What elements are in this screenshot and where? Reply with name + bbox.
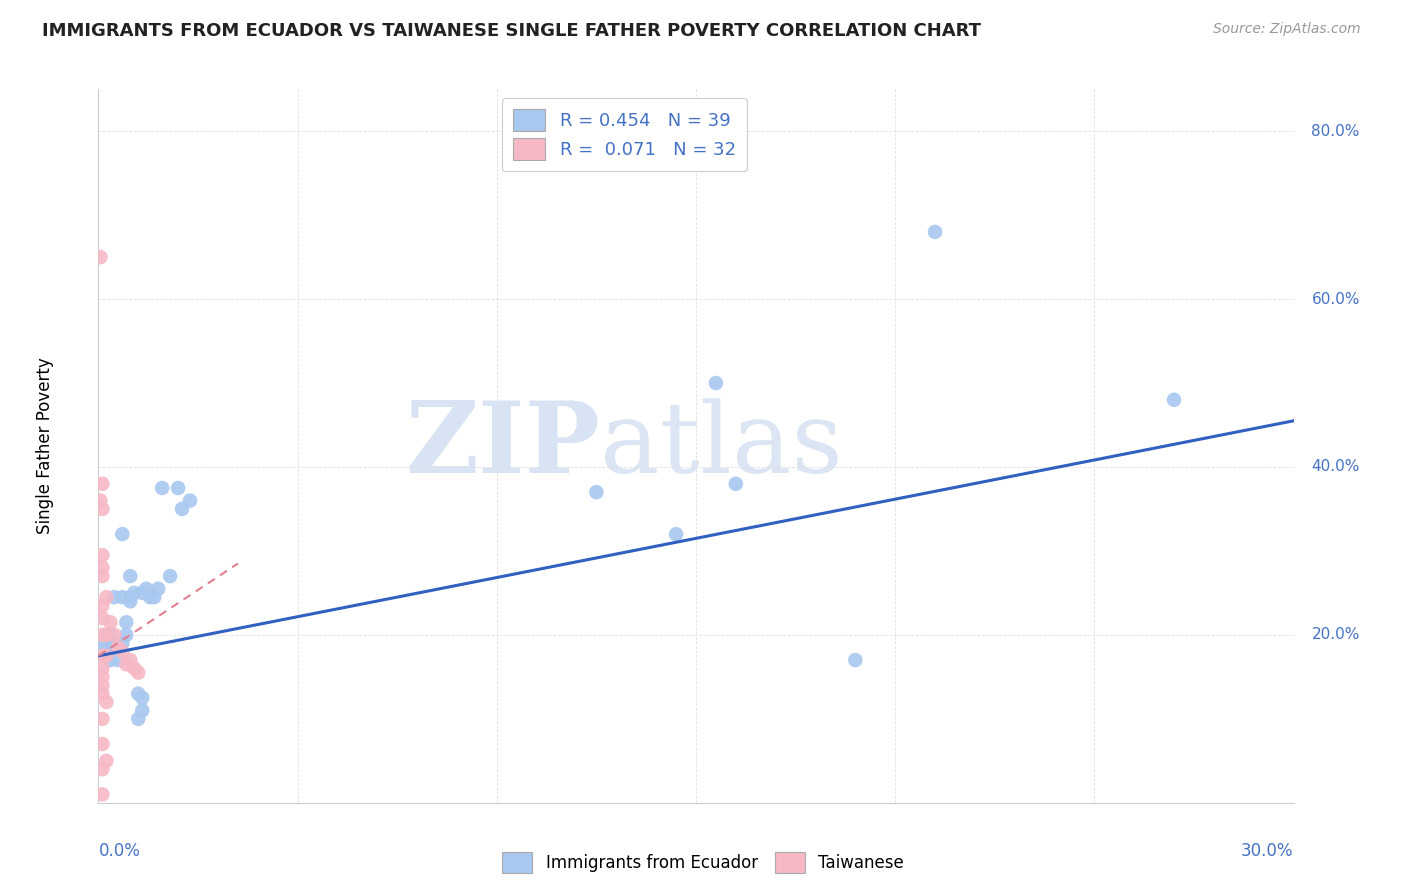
Point bbox=[111, 527, 134, 541]
Legend: Immigrants from Ecuador, Taiwanese: Immigrants from Ecuador, Taiwanese bbox=[496, 846, 910, 880]
Point bbox=[120, 590, 142, 604]
Point bbox=[844, 653, 866, 667]
Point bbox=[98, 653, 122, 667]
Point bbox=[91, 661, 114, 675]
Point bbox=[111, 636, 134, 650]
Point bbox=[103, 590, 125, 604]
Point bbox=[91, 476, 114, 491]
Point bbox=[172, 502, 194, 516]
Point bbox=[98, 628, 122, 642]
Legend: R = 0.454   N = 39, R =  0.071   N = 32: R = 0.454 N = 39, R = 0.071 N = 32 bbox=[502, 98, 747, 171]
Point bbox=[1163, 392, 1185, 407]
Point bbox=[91, 678, 114, 692]
Point bbox=[139, 590, 162, 604]
Point bbox=[724, 476, 747, 491]
Point bbox=[91, 670, 114, 684]
Point bbox=[107, 653, 129, 667]
Point bbox=[124, 661, 146, 675]
Point bbox=[91, 502, 114, 516]
Point bbox=[131, 690, 153, 705]
Text: 0.0%: 0.0% bbox=[98, 842, 141, 860]
Point bbox=[96, 695, 118, 709]
Point bbox=[91, 762, 114, 776]
Point bbox=[124, 586, 146, 600]
Point bbox=[89, 493, 111, 508]
Point bbox=[96, 590, 118, 604]
Point bbox=[91, 611, 114, 625]
Point bbox=[96, 754, 118, 768]
Point bbox=[107, 640, 129, 655]
Point bbox=[120, 653, 142, 667]
Point bbox=[148, 582, 170, 596]
Point bbox=[91, 569, 114, 583]
Point bbox=[91, 648, 114, 663]
Point bbox=[91, 548, 114, 562]
Point bbox=[131, 703, 153, 717]
Point bbox=[127, 712, 149, 726]
Point bbox=[159, 569, 181, 583]
Point bbox=[167, 481, 190, 495]
Text: ZIP: ZIP bbox=[405, 398, 600, 494]
Text: 30.0%: 30.0% bbox=[1241, 842, 1294, 860]
Point bbox=[924, 225, 946, 239]
Point bbox=[96, 628, 118, 642]
Point bbox=[704, 376, 727, 390]
Point bbox=[665, 527, 688, 541]
Text: 20.0%: 20.0% bbox=[1312, 627, 1360, 642]
Point bbox=[115, 657, 138, 672]
Point bbox=[89, 250, 111, 264]
Point bbox=[91, 640, 114, 655]
Point bbox=[91, 560, 114, 574]
Point bbox=[91, 599, 114, 613]
Point bbox=[96, 640, 118, 655]
Text: Source: ZipAtlas.com: Source: ZipAtlas.com bbox=[1213, 22, 1361, 37]
Point bbox=[111, 645, 134, 659]
Point bbox=[127, 665, 149, 680]
Text: IMMIGRANTS FROM ECUADOR VS TAIWANESE SINGLE FATHER POVERTY CORRELATION CHART: IMMIGRANTS FROM ECUADOR VS TAIWANESE SIN… bbox=[42, 22, 981, 40]
Point bbox=[150, 481, 173, 495]
Point bbox=[91, 687, 114, 701]
Point bbox=[98, 640, 122, 655]
Point bbox=[179, 493, 201, 508]
Text: atlas: atlas bbox=[600, 398, 844, 494]
Text: 40.0%: 40.0% bbox=[1312, 459, 1360, 475]
Point bbox=[111, 590, 134, 604]
Point bbox=[115, 615, 138, 630]
Text: 80.0%: 80.0% bbox=[1312, 124, 1360, 138]
Point bbox=[98, 615, 122, 630]
Point bbox=[91, 788, 114, 802]
Point bbox=[131, 586, 153, 600]
Point bbox=[103, 628, 125, 642]
Point bbox=[135, 582, 157, 596]
Point bbox=[127, 687, 149, 701]
Point bbox=[96, 648, 118, 663]
Point bbox=[103, 636, 125, 650]
Text: 60.0%: 60.0% bbox=[1312, 292, 1360, 307]
Point bbox=[91, 628, 114, 642]
Point bbox=[91, 737, 114, 751]
Point bbox=[120, 569, 142, 583]
Point bbox=[91, 712, 114, 726]
Point bbox=[115, 628, 138, 642]
Point bbox=[585, 485, 607, 500]
Point bbox=[96, 628, 118, 642]
Point bbox=[120, 594, 142, 608]
Text: Single Father Poverty: Single Father Poverty bbox=[35, 358, 53, 534]
Point bbox=[143, 590, 166, 604]
